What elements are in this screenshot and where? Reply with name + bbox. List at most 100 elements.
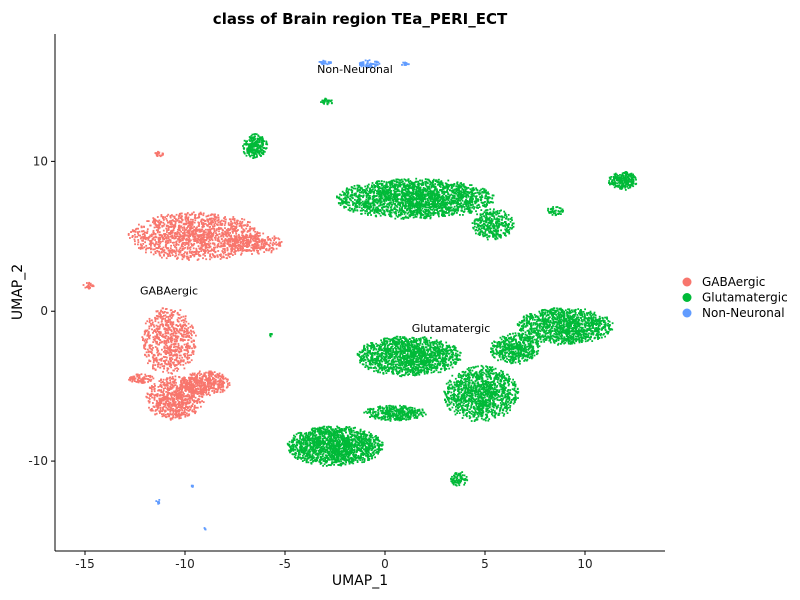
data-point: [258, 246, 260, 248]
data-point: [450, 202, 453, 205]
data-point: [437, 204, 440, 206]
data-point: [420, 216, 423, 219]
data-point: [173, 399, 176, 401]
data-point: [418, 195, 420, 198]
data-point: [223, 389, 226, 392]
data-point: [191, 409, 194, 412]
data-point: [153, 358, 156, 360]
data-point: [386, 209, 389, 212]
data-point: [165, 324, 168, 327]
data-point: [165, 347, 168, 350]
data-point: [253, 249, 256, 252]
data-point: [171, 376, 174, 378]
data-point: [178, 348, 181, 350]
data-point: [145, 377, 147, 380]
data-point: [163, 339, 166, 342]
data-point: [181, 255, 184, 258]
data-point: [179, 359, 182, 362]
data-point: [224, 233, 226, 236]
data-point: [193, 332, 196, 334]
data-point: [170, 229, 173, 232]
data-point: [150, 393, 153, 396]
data-point: [198, 374, 201, 377]
data-point: [245, 245, 248, 248]
data-point: [220, 382, 223, 385]
data-point: [169, 338, 172, 341]
data-point: [175, 336, 177, 339]
data-point: [179, 239, 182, 242]
data-point: [167, 371, 170, 374]
data-point: [169, 358, 172, 361]
data-point: [249, 236, 251, 239]
data-point: [172, 334, 175, 337]
data-point: [384, 205, 387, 208]
data-point: [400, 181, 403, 184]
data-point: [205, 215, 208, 218]
data-point: [475, 201, 478, 203]
data-point: [410, 191, 413, 194]
data-point: [271, 237, 274, 240]
data-point: [343, 200, 346, 203]
data-point: [180, 348, 182, 351]
data-point: [184, 323, 187, 326]
data-point: [182, 243, 184, 246]
data-point: [145, 244, 148, 247]
data-point: [165, 316, 168, 318]
data-point: [169, 322, 172, 325]
data-point: [350, 194, 353, 197]
data-point: [177, 342, 180, 345]
data-point: [181, 242, 184, 244]
data-point: [217, 240, 219, 242]
data-point: [404, 189, 407, 192]
data-point: [171, 408, 174, 411]
data-point: [174, 359, 176, 361]
data-point: [171, 313, 173, 316]
data-point: [141, 233, 144, 236]
data-point: [216, 219, 219, 222]
data-point: [188, 382, 190, 384]
data-point: [154, 369, 157, 371]
data-point: [364, 191, 367, 193]
data-point: [187, 388, 190, 390]
data-point: [164, 349, 167, 352]
data-point: [419, 202, 422, 205]
data-point: [230, 220, 233, 223]
data-point: [158, 313, 161, 315]
data-point: [240, 236, 243, 239]
data-point: [177, 253, 180, 256]
data-point: [234, 247, 237, 249]
data-point: [180, 407, 183, 410]
data-point: [166, 399, 168, 402]
data-point: [189, 390, 192, 393]
data-point: [395, 214, 398, 217]
data-point: [165, 406, 167, 409]
data-point: [207, 228, 210, 231]
data-point: [169, 418, 172, 421]
data-point: [146, 320, 149, 323]
data-point: [468, 192, 471, 195]
data-point: [180, 319, 183, 322]
data-point: [176, 403, 179, 406]
data-point: [388, 213, 390, 216]
data-point: [186, 331, 189, 333]
data-point: [414, 214, 416, 216]
data-point: [169, 351, 172, 354]
data-point: [426, 194, 429, 197]
data-point: [193, 393, 195, 395]
data-point: [195, 385, 198, 387]
data-point: [261, 241, 264, 243]
data-point: [395, 210, 397, 213]
data-point: [206, 215, 209, 217]
data-point: [162, 387, 165, 390]
data-point: [214, 239, 217, 241]
data-point: [165, 236, 168, 238]
data-point: [129, 376, 131, 379]
data-point: [238, 239, 241, 242]
series-glutamatergic: [242, 97, 638, 487]
data-point: [182, 232, 185, 234]
data-point: [163, 249, 166, 251]
data-point: [167, 234, 169, 237]
data-point: [179, 414, 182, 417]
data-point: [220, 379, 223, 382]
data-point: [171, 237, 174, 239]
